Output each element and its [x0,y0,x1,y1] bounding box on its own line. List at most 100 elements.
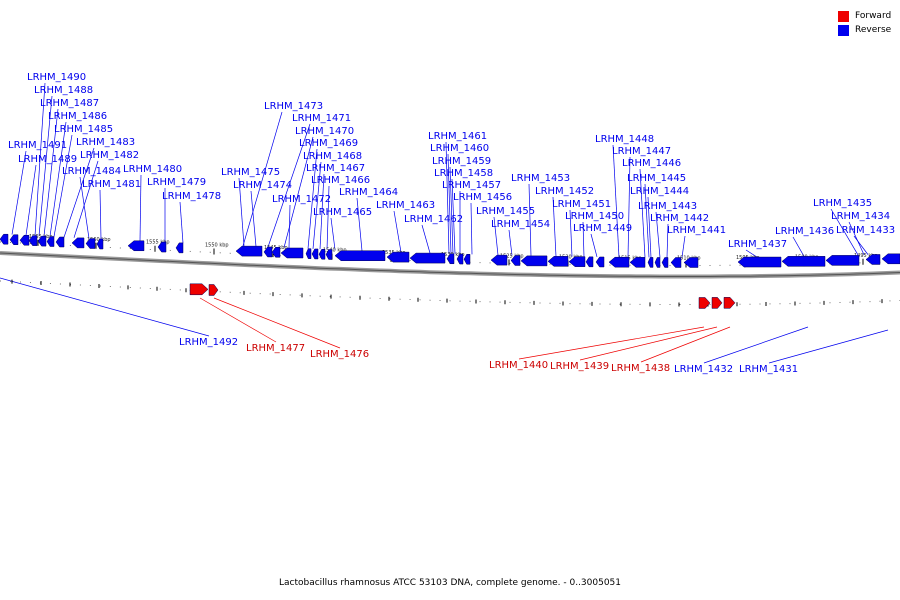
tick-label: 1540 kbp [323,248,347,254]
forward-swatch [838,10,849,22]
reverse-gene-arrow [520,255,548,267]
gene-label-reverse: LRHM_1482 [80,150,139,161]
gene-label-reverse: LRHM_1458 [434,168,493,179]
gene-label-reverse: LRHM_1454 [491,219,550,230]
leader-line [493,216,499,256]
gene-label-reverse: LRHM_1448 [595,134,654,145]
leader-line [445,141,450,254]
reverse-gene-arrow [85,238,96,249]
leader-line [330,217,336,250]
leader-line [627,156,631,258]
gene-label-reverse: LRHM_1456 [453,192,512,203]
leader-line [447,153,452,254]
reverse-gene-arrow [386,251,410,263]
leader-line [79,176,90,239]
leader-line [242,111,283,246]
gene-label-reverse: LRHM_1490 [27,72,86,83]
legend-reverse: Reverse [838,23,891,37]
reverse-gene-arrow [28,235,38,246]
tick-label: 1520 kbp [559,255,583,261]
tick-label: 1550 kbp [205,243,229,249]
reverse-gene-arrow [96,238,104,250]
gene-label-reverse: LRHM_1484 [62,166,121,177]
leader-line [199,297,277,343]
gene-label-reverse: LRHM_1465 [313,207,372,218]
leader-line [666,223,669,258]
gene-label-reverse: LRHM_1481 [82,179,141,190]
leader-line [582,221,585,257]
reverse-gene-arrow [325,249,333,260]
gene-label-forward: LRHM_1438 [611,363,670,374]
leader-line [768,329,889,364]
reverse-gene-arrow [175,242,184,254]
gene-label-reverse: LRHM_1444 [630,186,689,197]
leader-line [647,196,652,258]
leader-line [644,183,650,258]
leader-line [518,326,705,360]
forward-gene-arrow [711,297,723,309]
label-leader-lines [0,82,889,364]
gene-label-reverse: LRHM_1462 [404,214,463,225]
leader-line [34,82,46,236]
gene-label-reverse: LRHM_1457 [442,180,501,191]
reverse-gene-arrow [881,253,900,265]
gene-label-reverse: LRHM_1460 [430,143,489,154]
leader-line [25,164,37,236]
reverse-gene-arrow [318,248,326,260]
reverse-gene-arrow [737,256,782,268]
leader-line [326,185,330,250]
gene-label-forward: LRHM_1477 [246,343,305,354]
gene-label-reverse: LRHM_1473 [264,101,323,112]
leader-line [848,221,865,255]
reverse-gene-arrow [629,257,646,268]
reverse-gene-arrow [654,257,661,268]
reverse-gene-arrow [547,256,569,267]
legend: Forward Reverse [838,9,891,37]
gene-label-reverse: LRHM_1436 [775,226,834,237]
reverse-gene-arrow [127,240,145,252]
tick-label: 1515 kbp [618,255,642,261]
gene-label-forward: LRHM_1440 [489,360,548,371]
reverse-gene-arrow [305,248,312,259]
leader-line [639,168,646,258]
reverse-gene-arrow [55,236,65,248]
leader-line [569,209,573,257]
reverse-gene-arrow [157,241,167,253]
gene-label-reverse: LRHM_1488 [34,85,93,96]
lower-dotted-guide [0,280,900,305]
leader-line [792,236,805,257]
leader-line [319,173,325,250]
reverse-gene-arrow [510,255,521,266]
leader-line [0,277,210,337]
leader-line [43,108,59,237]
leader-line [179,201,184,244]
gene-label-reverse: LRHM_1446 [622,158,681,169]
leader-line [238,177,245,246]
leader-line [283,136,314,248]
gene-label-reverse: LRHM_1466 [311,175,370,186]
gene-label-reverse: LRHM_1478 [162,191,221,202]
gene-label-reverse: LRHM_1455 [476,206,535,217]
leader-line [356,197,363,251]
leader-line [421,224,431,254]
gene-label-reverse: LRHM_1492 [179,337,238,348]
reverse-gene-arrow [334,250,386,261]
leader-line [703,326,809,364]
tick-label: 1560 kbp [87,237,111,243]
gene-label-reverse: LRHM_1450 [565,211,624,222]
gene-label-reverse: LRHM_1432 [674,364,733,375]
leader-line [655,211,661,258]
reverse-gene-arrow [683,257,699,268]
leader-line [393,210,402,253]
reverse-gene-arrow [568,256,586,267]
gene-label-reverse: LRHM_1461 [428,131,487,142]
gene-label-reverse: LRHM_1443 [638,201,697,212]
tick-label: 1495 kbp [854,253,878,259]
leader-line [590,233,598,258]
gene-label-reverse: LRHM_1434 [831,211,890,222]
gene-label-forward: LRHM_1476 [310,349,369,360]
gene-label-reverse: LRHM_1464 [339,187,398,198]
leader-line [267,123,311,248]
gene-label-reverse: LRHM_1489 [18,154,77,165]
